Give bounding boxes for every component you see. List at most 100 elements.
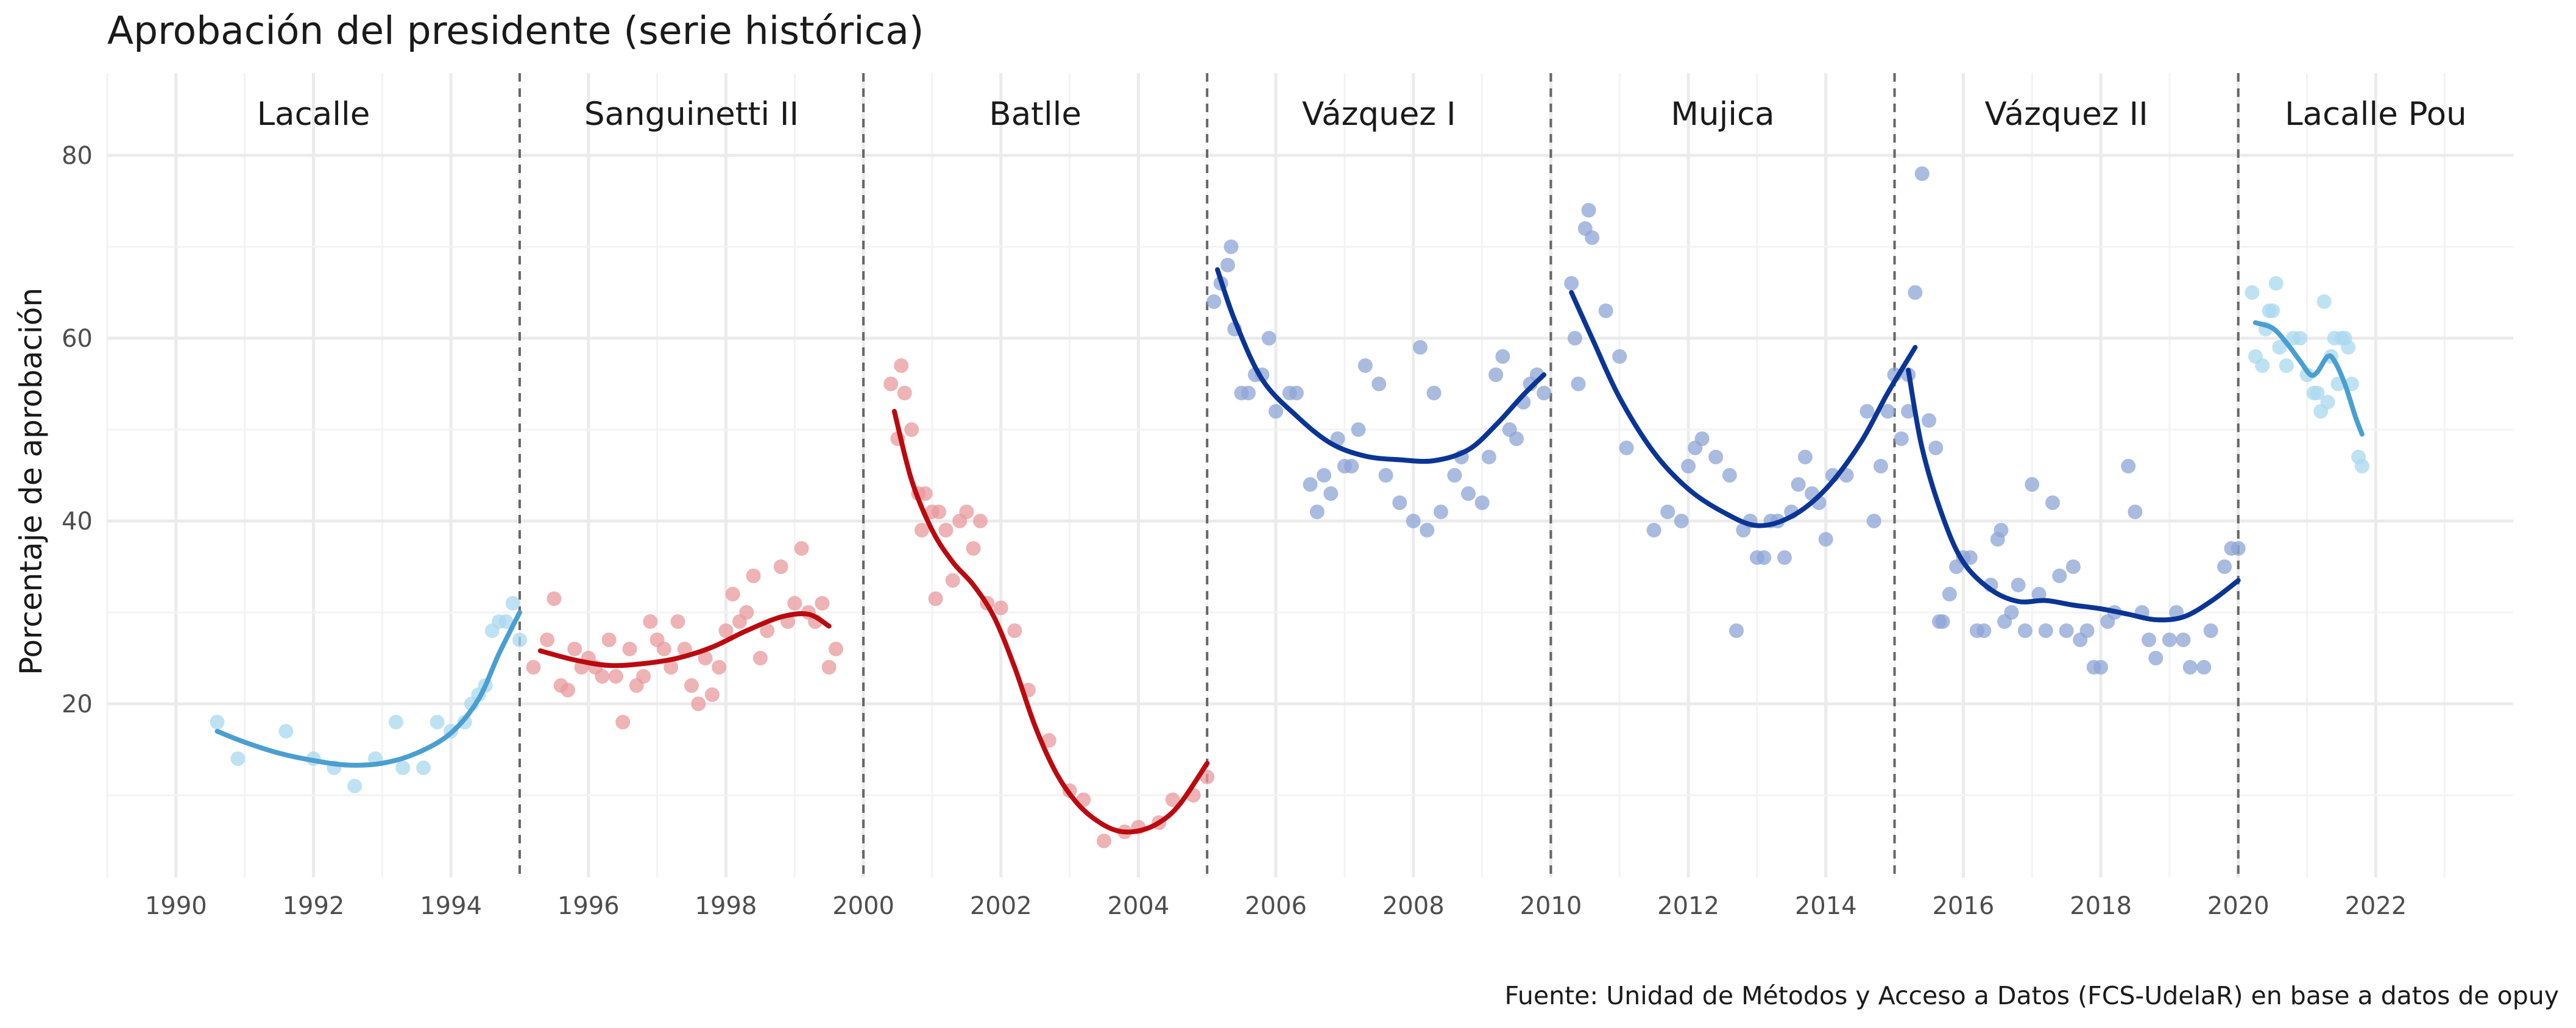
data-point [2196, 660, 2212, 675]
data-points [210, 166, 2369, 848]
data-point [2316, 294, 2332, 309]
data-point [1962, 550, 1978, 565]
data-point [2031, 587, 2047, 601]
trend-line [1215, 267, 1547, 464]
data-point [1223, 239, 1239, 254]
x-tick-label: 2008 [1382, 892, 1445, 920]
data-point [1757, 550, 1772, 565]
data-point [787, 596, 802, 611]
data-point [601, 633, 617, 647]
data-point [230, 751, 246, 766]
data-point [915, 523, 929, 537]
y-tick-label: 40 [62, 508, 93, 536]
data-point [416, 760, 431, 775]
y-axis-title: Porcentaje de aprobación [13, 288, 49, 675]
data-point [278, 724, 294, 739]
data-point [2128, 505, 2143, 519]
data-point [1874, 459, 1888, 473]
data-point [1426, 386, 1442, 400]
data-point [1220, 258, 1236, 272]
data-point [1261, 331, 1276, 346]
data-point [540, 633, 555, 647]
data-point [561, 682, 575, 698]
data-point [829, 642, 843, 656]
data-point [2045, 495, 2060, 510]
data-point [698, 651, 713, 665]
data-point [1357, 358, 1373, 373]
data-point [1818, 532, 1833, 547]
data-point [498, 614, 514, 629]
period-label: Vázquez I [1302, 96, 1456, 133]
x-tick-label: 1990 [145, 892, 207, 920]
data-point [1041, 733, 1056, 748]
data-point [636, 669, 651, 684]
data-point [684, 678, 699, 693]
data-point [1567, 331, 1582, 346]
data-point [2354, 459, 2369, 473]
x-tick-label: 1992 [283, 892, 345, 920]
data-point [388, 715, 403, 729]
data-point [691, 697, 706, 711]
data-point [1777, 550, 1792, 565]
data-point [1206, 294, 1222, 309]
x-tick-label: 2010 [1520, 892, 1582, 920]
data-point [1976, 623, 1992, 638]
data-point [1619, 441, 1634, 455]
data-point [1351, 422, 1366, 437]
data-point [704, 687, 720, 702]
data-point [1859, 404, 1875, 419]
data-point [1797, 450, 1813, 464]
period-labels: Lacalle Sanguinetti II Batlle Vázquez I Muji… [257, 96, 2467, 133]
period-label: Lacalle [257, 96, 370, 133]
data-point [2093, 660, 2108, 675]
data-point [2341, 340, 2356, 355]
trend-line [1569, 290, 1918, 528]
data-point [918, 486, 933, 501]
data-point [1908, 285, 1923, 300]
data-point [2065, 559, 2081, 574]
y-tick-label: 80 [62, 142, 93, 170]
data-point [1309, 505, 1325, 519]
data-point [1461, 486, 1476, 501]
data-point [2265, 303, 2281, 318]
data-point [1646, 523, 1661, 537]
trend-lines [214, 267, 2365, 835]
data-point [1914, 166, 1930, 181]
data-point [1791, 477, 1806, 492]
data-point [1681, 459, 1696, 473]
data-point [2059, 623, 2074, 638]
data-point [2203, 623, 2218, 638]
data-point [794, 541, 809, 556]
data-point [966, 541, 981, 556]
data-point [2162, 633, 2177, 647]
data-point [760, 623, 775, 638]
data-point [1994, 523, 2009, 537]
x-tick-label: 2022 [2344, 892, 2407, 920]
data-point [752, 651, 768, 665]
data-point [1378, 468, 1393, 483]
x-tick-label: 2004 [1108, 892, 1170, 920]
y-tick-label: 20 [62, 690, 93, 718]
data-point [663, 660, 679, 675]
trend-line [2252, 320, 2365, 437]
trend-line [1906, 367, 2241, 623]
data-point [2245, 285, 2260, 300]
data-point [2320, 395, 2335, 409]
data-point [904, 422, 919, 437]
data-point [1880, 404, 1895, 419]
data-point [959, 505, 974, 519]
data-point [615, 715, 631, 729]
data-point [746, 569, 761, 583]
data-point [210, 715, 225, 729]
data-point [2052, 569, 2067, 583]
data-point [1488, 367, 1504, 382]
x-tick-label: 1996 [557, 892, 620, 920]
period-label: Sanguinetti II [584, 96, 799, 133]
x-tick-label: 2002 [970, 892, 1032, 920]
trend-line [214, 610, 522, 768]
data-point [1371, 377, 1387, 391]
x-tick-label: 2012 [1657, 892, 1719, 920]
data-point [932, 505, 947, 519]
data-point [547, 591, 562, 606]
y-tick-label: 60 [62, 325, 93, 353]
